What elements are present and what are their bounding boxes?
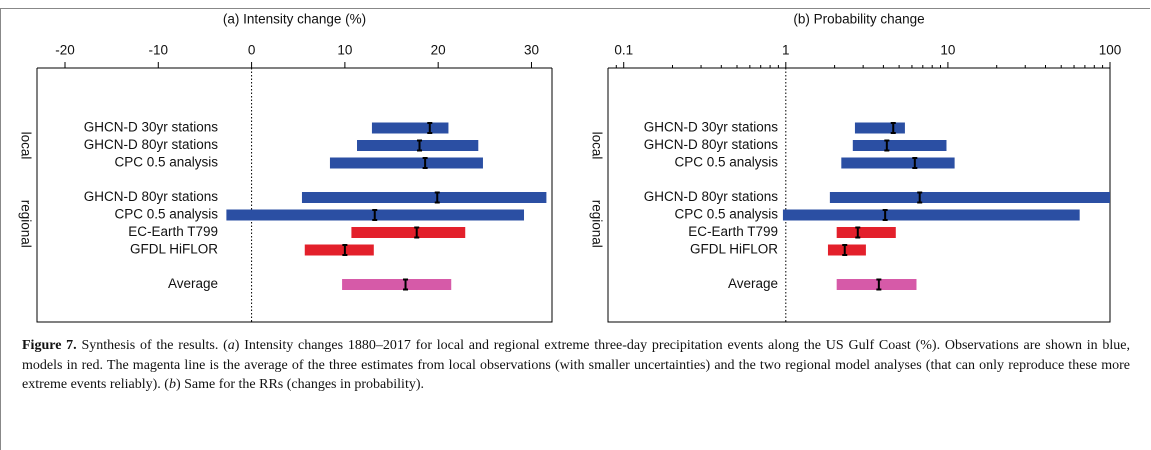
row-label: CPC 0.5 analysis [114, 155, 218, 170]
interval-bar [371, 122, 449, 134]
row-label: CPC 0.5 analysis [674, 155, 778, 170]
best-estimate [403, 278, 409, 291]
caption-segment: b [168, 377, 176, 392]
x-tick-label: 0.1 [614, 43, 633, 58]
best-estimate [414, 226, 420, 239]
row-label: CPC 0.5 analysis [674, 207, 778, 222]
row-label: GHCN-D 30yr stations [84, 120, 219, 135]
interval-bar [782, 209, 1080, 221]
best-estimate [917, 191, 923, 204]
interval-bar [836, 279, 917, 290]
best-estimate [417, 139, 423, 152]
row-label: GHCN-D 80yr stations [84, 137, 219, 152]
row-label: Average [728, 276, 778, 291]
best-estimate [434, 191, 440, 204]
best-estimate [882, 209, 888, 221]
row-label: GFDL HiFLOR [690, 242, 778, 257]
caption-text: Synthesis of the results. (a) Intensity … [22, 338, 1130, 392]
best-estimate [884, 139, 890, 152]
row-label: GHCN-D 80yr stations [644, 189, 779, 204]
interval-bar [329, 157, 483, 169]
plot-frame [36, 68, 553, 323]
best-estimate [855, 226, 861, 239]
interval-bar [852, 140, 947, 151]
best-estimate [422, 157, 428, 169]
interval-bar [357, 140, 479, 151]
row-label: GHCN-D 30yr stations [644, 120, 779, 135]
figure-frame [0, 8, 1150, 450]
figure: (a) Intensity change (%) -20 -10 0 10 20 30 loc… [18, 12, 1122, 323]
interval-bar [301, 192, 547, 203]
caption-segment: a [227, 338, 235, 353]
best-estimate [876, 278, 882, 291]
row-label: GFDL HiFLOR [130, 242, 218, 257]
x-tick-label: -10 [149, 43, 169, 58]
row-label: EC-Earth T799 [128, 224, 218, 239]
x-tick-label: 20 [431, 43, 446, 58]
chart-title: (a) Intensity change (%) [223, 12, 366, 27]
row-label: GHCN-D 80yr stations [84, 189, 219, 204]
caption-segment: ) Same for the RRs (changes in probabili… [175, 377, 424, 392]
interval-bar [827, 244, 866, 256]
group-label: regional [18, 200, 33, 248]
interval-bar [829, 192, 1110, 203]
x-tick-label: 1 [782, 43, 790, 58]
row-label: EC-Earth T799 [688, 224, 778, 239]
best-estimate [342, 244, 348, 256]
interval-bar [351, 227, 466, 238]
group-label: local [589, 132, 604, 160]
group-label: local [18, 132, 33, 160]
interval-bar [304, 244, 374, 256]
x-tick-label: 10 [940, 43, 955, 58]
interval-bar [342, 279, 452, 290]
caption-label: Figure 7. [22, 338, 77, 353]
caption: Figure 7. Synthesis of the results. (a) … [22, 336, 1130, 395]
row-label: GHCN-D 80yr stations [644, 137, 779, 152]
caption-segment: Synthesis of the results. ( [81, 338, 228, 353]
caption-segment: ) Intensity changes 1880–2017 for local … [22, 338, 1131, 392]
row-label: Average [168, 276, 218, 291]
interval-bar [836, 227, 896, 238]
interval-bar [841, 157, 955, 169]
best-estimate [890, 122, 896, 134]
best-estimate [427, 122, 433, 134]
best-estimate [912, 157, 918, 169]
x-tick-label: 10 [337, 43, 352, 58]
x-tick-label: 100 [1099, 43, 1122, 58]
interval-bar [854, 122, 905, 134]
best-estimate [372, 209, 378, 221]
best-estimate [842, 244, 848, 256]
group-label: regional [589, 200, 604, 248]
x-tick-label: -20 [55, 43, 75, 58]
row-label: CPC 0.5 analysis [114, 207, 218, 222]
x-tick-label: 0 [248, 43, 256, 58]
x-tick-label: 30 [524, 43, 539, 58]
chart-title: (b) Probability change [793, 12, 924, 27]
